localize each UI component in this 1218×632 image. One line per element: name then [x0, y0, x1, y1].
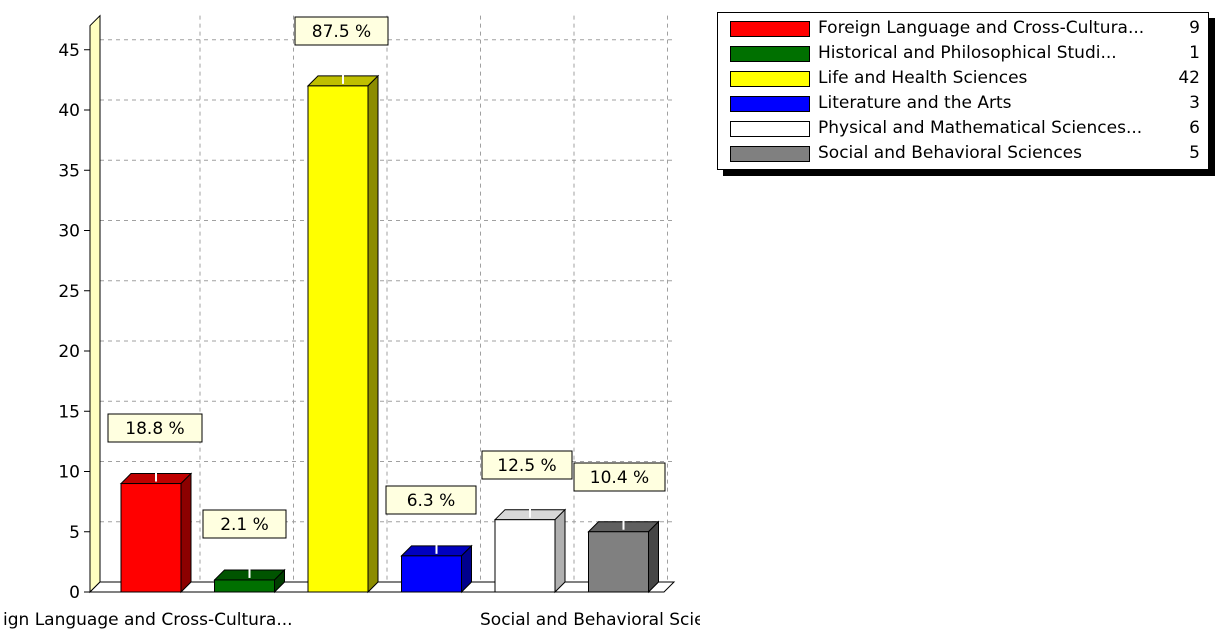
bar-front: [588, 531, 649, 593]
x-tick-label: Social and Behavioral Sciences: [480, 610, 700, 630]
legend-swatch: [730, 96, 810, 112]
legend-count: 1: [1189, 43, 1200, 63]
data-label: 6.3 %: [407, 491, 456, 511]
data-label: 12.5 %: [497, 456, 556, 476]
data-label-box: [573, 462, 666, 492]
bar: [306, 74, 380, 594]
legend-count: 6: [1189, 118, 1200, 138]
legend: Foreign Language and Cross-Cultura... 9 …: [717, 12, 1209, 170]
legend-swatch: [730, 121, 810, 137]
y-tick-label: 35: [58, 161, 80, 181]
bar-side: [648, 520, 659, 594]
bar-front: [401, 555, 462, 593]
legend-item: Literature and the Arts 3: [730, 93, 1200, 115]
legend-count: 5: [1189, 143, 1200, 163]
y-tick-label: 10: [58, 463, 80, 483]
bar-front: [120, 483, 182, 593]
y-tick-label: 20: [58, 342, 80, 362]
legend-label: Historical and Philosophical Studi...: [818, 43, 1117, 63]
legend-item: Life and Health Sciences 42: [730, 68, 1200, 90]
legend-label: Social and Behavioral Sciences: [818, 143, 1082, 163]
y-tick-label: 30: [58, 222, 80, 242]
bar-front: [494, 519, 556, 593]
bar-front: [214, 579, 275, 593]
legend-label: Literature and the Arts: [818, 93, 1012, 113]
legend-item: Foreign Language and Cross-Cultura... 9: [730, 18, 1200, 40]
y-tick-label: 45: [58, 41, 80, 61]
legend-swatch: [730, 71, 810, 87]
y-tick-label: 0: [69, 583, 80, 603]
y-tick-label: 25: [58, 282, 80, 302]
legend-swatch: [730, 21, 810, 37]
bar: [493, 508, 567, 594]
bar: [119, 472, 193, 594]
y-tick-label: 15: [58, 402, 80, 422]
data-label-box: [385, 485, 477, 515]
grid-lines: [100, 15, 674, 582]
legend-item: Historical and Philosophical Studi... 1: [730, 43, 1200, 65]
legend-item: Social and Behavioral Sciences 5: [730, 143, 1200, 165]
bars: [119, 74, 660, 594]
legend-item: Physical and Mathematical Sciences... 6: [730, 118, 1200, 140]
data-label: 87.5 %: [312, 22, 371, 42]
bar-front: [307, 85, 369, 593]
y-tick-label: 5: [69, 523, 80, 543]
legend-swatch: [730, 146, 810, 162]
bar-side: [367, 74, 379, 594]
data-labels: 18.8 % 2.1 % 87.5 % 6.3 % 12.5 % 10.4 %: [107, 16, 666, 578]
data-label-box: [107, 413, 203, 443]
legend-count: 42: [1178, 68, 1200, 88]
legend-swatch: [730, 46, 810, 62]
data-label: 18.8 %: [125, 419, 184, 439]
data-label-box: [202, 509, 287, 539]
data-label-box: [481, 450, 573, 480]
legend-label: Foreign Language and Cross-Cultura...: [818, 18, 1145, 38]
data-label: 10.4 %: [590, 468, 649, 488]
data-label-box: [294, 16, 389, 46]
legend-count: 9: [1189, 18, 1200, 38]
back-wall: [89, 14, 101, 594]
bar: [587, 520, 660, 594]
legend-count: 3: [1189, 93, 1200, 113]
x-tick-label: ign Language and Cross-Cultura...: [3, 610, 293, 630]
y-tick-label: 40: [58, 101, 80, 121]
bar-chart: 0 5 10 15 20 25 30 35 40 45 ign Language and Cross…: [3, 14, 700, 630]
legend-label: Physical and Mathematical Sciences...: [818, 118, 1143, 138]
bar-side: [180, 472, 192, 594]
data-label: 2.1 %: [220, 515, 269, 535]
bar-side: [554, 508, 566, 594]
legend-label: Life and Health Sciences: [818, 68, 1028, 88]
